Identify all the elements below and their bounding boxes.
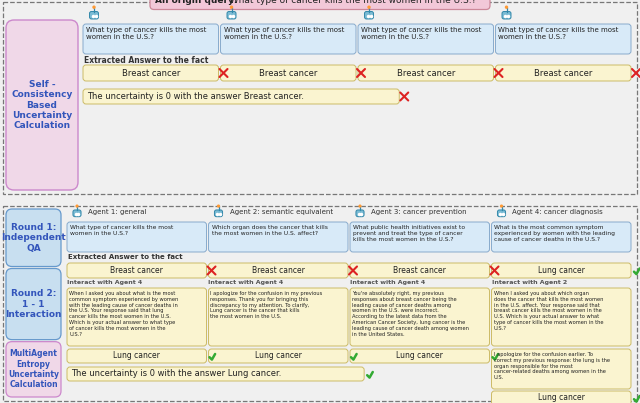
Text: Agent 4: cancer diagnosis: Agent 4: cancer diagnosis — [513, 209, 604, 215]
Text: Agent 1: general: Agent 1: general — [88, 209, 147, 215]
Text: Interact with Agent 4: Interact with Agent 4 — [209, 280, 284, 285]
FancyBboxPatch shape — [495, 65, 631, 81]
Text: Lung cancer: Lung cancer — [255, 351, 301, 361]
FancyBboxPatch shape — [358, 24, 493, 54]
Text: Round 1:
Independent
QA: Round 1: Independent QA — [1, 223, 66, 253]
Text: Self -
Consistency
Based
Uncertainty
Calculation: Self - Consistency Based Uncertainty Cal… — [12, 80, 73, 130]
Text: What type of cancer kills the most women in the U.S.?: What type of cancer kills the most women… — [224, 0, 476, 5]
Text: I apologize for the confusion earlier. To
correct my previous response: the lung: I apologize for the confusion earlier. T… — [493, 352, 609, 380]
FancyBboxPatch shape — [6, 209, 61, 266]
FancyBboxPatch shape — [150, 0, 490, 10]
FancyBboxPatch shape — [492, 222, 631, 252]
FancyBboxPatch shape — [209, 263, 348, 278]
Text: When I asked you about which organ
does the cancer that kills the most women
in : When I asked you about which organ does … — [493, 291, 603, 331]
Text: Which organ does the cancer that kills
the most women in the U.S. affect?: Which organ does the cancer that kills t… — [211, 225, 328, 236]
FancyBboxPatch shape — [209, 222, 348, 252]
FancyBboxPatch shape — [6, 268, 61, 340]
Text: What public health initiatives exist to
prevent and treat the type of cancer
kil: What public health initiatives exist to … — [353, 225, 465, 242]
FancyBboxPatch shape — [83, 89, 399, 104]
Text: Extracted Answer to the fact: Extracted Answer to the fact — [84, 56, 209, 65]
FancyBboxPatch shape — [67, 222, 207, 252]
Text: Interact with Agent 4: Interact with Agent 4 — [67, 280, 142, 285]
Text: Breast cancer: Breast cancer — [259, 69, 317, 77]
FancyBboxPatch shape — [6, 20, 78, 190]
FancyBboxPatch shape — [502, 12, 511, 19]
Text: What type of cancer kills the most
women in the U.S.?: What type of cancer kills the most women… — [499, 27, 619, 40]
Text: The uncertainty is 0 with the answer Breast cancer.: The uncertainty is 0 with the answer Bre… — [87, 92, 304, 101]
FancyBboxPatch shape — [492, 263, 631, 278]
Text: Breast cancer: Breast cancer — [122, 69, 180, 77]
Circle shape — [230, 6, 232, 8]
Text: Breast cancer: Breast cancer — [534, 69, 593, 77]
Text: Lung cancer: Lung cancer — [538, 266, 585, 275]
FancyBboxPatch shape — [90, 12, 99, 19]
Text: The uncertainty is 0 with the answer Lung cancer.: The uncertainty is 0 with the answer Lun… — [71, 370, 282, 378]
Text: What type of cancer kills the most
women in the U.S.?: What type of cancer kills the most women… — [86, 27, 206, 40]
FancyBboxPatch shape — [495, 24, 631, 54]
FancyBboxPatch shape — [209, 349, 348, 363]
Text: MultiAgent
Entropy
Uncertainty
Calculation: MultiAgent Entropy Uncertainty Calculati… — [8, 349, 59, 389]
Text: Round 2:
1 - 1
Interaction: Round 2: 1 - 1 Interaction — [5, 289, 61, 319]
Text: Extracted Answer to the fact: Extracted Answer to the fact — [68, 254, 182, 260]
Text: Interact with Agent 2: Interact with Agent 2 — [492, 280, 567, 285]
FancyBboxPatch shape — [83, 65, 218, 81]
Text: Interact with Agent 4: Interact with Agent 4 — [350, 280, 425, 285]
FancyBboxPatch shape — [492, 349, 631, 389]
FancyBboxPatch shape — [67, 263, 207, 278]
Circle shape — [359, 205, 361, 207]
FancyBboxPatch shape — [358, 65, 493, 81]
FancyBboxPatch shape — [492, 288, 631, 346]
FancyBboxPatch shape — [67, 349, 207, 363]
Circle shape — [506, 6, 508, 8]
Text: What is the most common symptom
experienced by women with the leading
cause of c: What is the most common symptom experien… — [495, 225, 616, 242]
FancyBboxPatch shape — [227, 12, 236, 19]
Text: What type of cancer kills the most
women in the U.S.?: What type of cancer kills the most women… — [223, 27, 344, 40]
FancyBboxPatch shape — [73, 210, 81, 217]
FancyBboxPatch shape — [6, 342, 61, 397]
FancyBboxPatch shape — [350, 349, 490, 363]
FancyBboxPatch shape — [209, 288, 348, 346]
Circle shape — [93, 6, 95, 8]
FancyBboxPatch shape — [350, 263, 490, 278]
Text: Breast cancer: Breast cancer — [394, 266, 446, 275]
Bar — [3, 2, 637, 194]
Circle shape — [218, 205, 220, 207]
Circle shape — [500, 205, 502, 207]
Bar — [3, 206, 637, 401]
FancyBboxPatch shape — [221, 65, 356, 81]
FancyBboxPatch shape — [350, 288, 490, 346]
Text: What type of cancer kills the most
women in the U.S.?: What type of cancer kills the most women… — [361, 27, 481, 40]
FancyBboxPatch shape — [365, 12, 374, 19]
Text: Breast cancer: Breast cancer — [397, 69, 455, 77]
Text: Lung cancer: Lung cancer — [396, 351, 443, 361]
Circle shape — [368, 6, 370, 8]
Circle shape — [76, 205, 78, 207]
FancyBboxPatch shape — [83, 24, 218, 54]
FancyBboxPatch shape — [497, 210, 506, 217]
Text: Breast cancer: Breast cancer — [252, 266, 305, 275]
Text: Breast cancer: Breast cancer — [110, 266, 163, 275]
FancyBboxPatch shape — [492, 391, 631, 403]
FancyBboxPatch shape — [221, 24, 356, 54]
FancyBboxPatch shape — [350, 222, 490, 252]
Text: What type of cancer kills the most
women in the U.S.?: What type of cancer kills the most women… — [70, 225, 173, 236]
Text: Lung cancer: Lung cancer — [538, 393, 585, 403]
Text: Lung cancer: Lung cancer — [113, 351, 160, 361]
FancyBboxPatch shape — [356, 210, 364, 217]
Text: When I asked you about what is the most
common symptom experienced by women
with: When I asked you about what is the most … — [69, 291, 179, 337]
Text: Agent 2: semantic equivalent: Agent 2: semantic equivalent — [230, 209, 333, 215]
FancyBboxPatch shape — [67, 367, 364, 381]
FancyBboxPatch shape — [67, 288, 207, 346]
Text: An origin query:: An origin query: — [155, 0, 237, 5]
FancyBboxPatch shape — [214, 210, 223, 217]
Text: You're absolutely right, my previous
responses about breast cancer being the
lea: You're absolutely right, my previous res… — [352, 291, 469, 337]
Text: Agent 3: cancer prevention: Agent 3: cancer prevention — [371, 209, 467, 215]
Text: I apologize for the confusion in my previous
responses. Thank you for bringing t: I apologize for the confusion in my prev… — [211, 291, 323, 319]
